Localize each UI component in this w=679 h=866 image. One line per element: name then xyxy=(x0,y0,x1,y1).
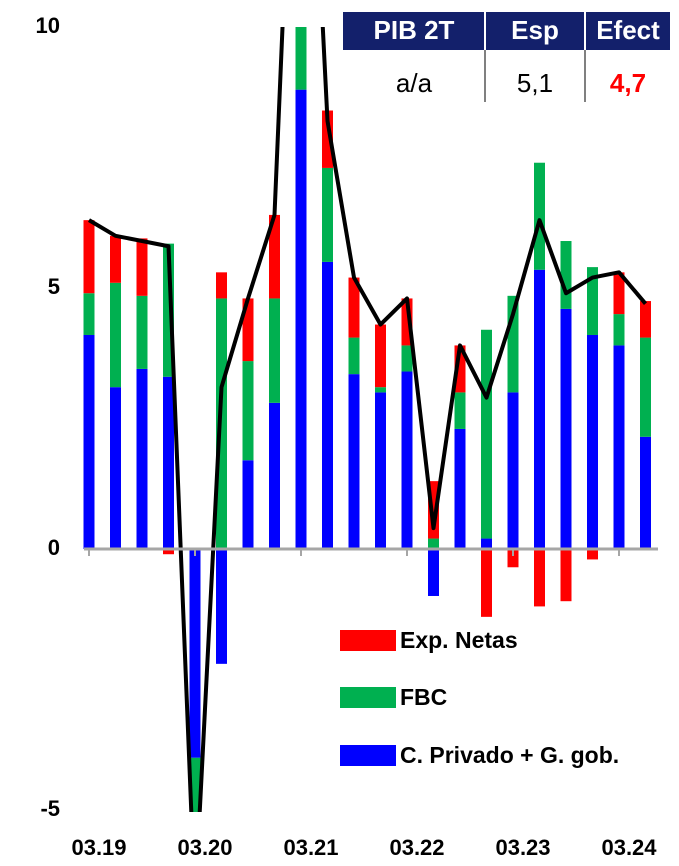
x-tick-label: 03.21 xyxy=(283,835,338,860)
bar-segment xyxy=(375,324,386,388)
bar-segment xyxy=(481,329,492,539)
bar-segment xyxy=(295,89,307,549)
bar-segment xyxy=(401,345,413,372)
total-line xyxy=(87,27,648,812)
bar-segment xyxy=(507,392,519,549)
legend-swatch xyxy=(340,745,396,766)
bar-segment xyxy=(269,298,280,403)
table-cell: 5,1 xyxy=(517,68,553,98)
bar-segment xyxy=(481,538,492,549)
bar-segment xyxy=(322,261,333,549)
bar-segment xyxy=(534,549,545,607)
bar-segment xyxy=(560,241,572,309)
bar-segment xyxy=(454,428,466,549)
bar-segment xyxy=(613,314,625,346)
bar-segment xyxy=(163,549,174,555)
bar-segment xyxy=(534,269,545,549)
y-tick-label: -5 xyxy=(40,796,60,821)
table-cell: a/a xyxy=(396,68,433,98)
bar-segment xyxy=(269,214,280,299)
bar-segment xyxy=(454,392,466,429)
y-tick-label: 5 xyxy=(48,274,60,299)
x-tick-label: 03.22 xyxy=(389,835,444,860)
bar-segment xyxy=(110,387,121,549)
bar-segment xyxy=(428,481,439,539)
x-tick-label: 03.23 xyxy=(495,835,550,860)
bar-segment xyxy=(83,293,95,335)
bar-segment xyxy=(640,337,651,437)
bar-segment xyxy=(401,298,413,346)
legend-label: FBC xyxy=(400,684,448,710)
bar-segment xyxy=(560,549,572,602)
bar-segment xyxy=(295,27,307,90)
bar-segment xyxy=(216,272,227,299)
bar-segment xyxy=(428,538,439,549)
bar-segment xyxy=(401,371,413,549)
bar-segment xyxy=(110,282,121,388)
legend-label: Exp. Netas xyxy=(400,627,518,653)
legend-swatch xyxy=(340,687,396,708)
bar-segment xyxy=(136,295,148,369)
bar-segment xyxy=(375,387,386,393)
bar-segment xyxy=(587,549,598,560)
bar-segment xyxy=(348,277,360,338)
plot-area xyxy=(83,27,651,866)
legend-label: C. Privado + G. gob. xyxy=(400,742,620,768)
y-tick-label: 0 xyxy=(48,535,60,560)
bar-segment xyxy=(136,238,148,296)
bar-segment xyxy=(481,549,492,617)
bar-segment xyxy=(163,376,174,549)
table-header: Esp xyxy=(511,15,559,45)
table-header-bg xyxy=(343,12,670,50)
x-tick-label: 03.20 xyxy=(177,835,232,860)
bar-segment xyxy=(190,862,201,866)
x-tick-label: 03.19 xyxy=(71,835,126,860)
bar-segment xyxy=(322,167,333,262)
bar-segment xyxy=(507,549,519,568)
bar-segment xyxy=(163,243,174,377)
bar-segment xyxy=(189,757,201,812)
bar-segment xyxy=(613,345,625,549)
bar-segment xyxy=(640,436,651,549)
bar-segment xyxy=(375,392,386,549)
bar-segment xyxy=(534,162,545,270)
bar-segment xyxy=(83,334,95,549)
bar-segment xyxy=(136,368,148,549)
bar-segment xyxy=(587,334,598,549)
x-tick-label: 03.24 xyxy=(601,835,657,860)
table-header: PIB 2T xyxy=(374,15,455,45)
table-header: Efect xyxy=(596,15,660,45)
table-cell: 4,7 xyxy=(610,68,646,98)
bar-segment xyxy=(348,374,360,549)
y-tick-label: 10 xyxy=(36,13,60,38)
bar-segment xyxy=(613,272,625,315)
bar-segment xyxy=(189,549,201,758)
bar-segment xyxy=(322,110,333,168)
bar-segment xyxy=(269,402,280,549)
bar-segment xyxy=(507,295,519,393)
bar-segment xyxy=(587,267,598,335)
bar-segment xyxy=(560,308,572,549)
bar-segment xyxy=(454,345,466,393)
bar-segment xyxy=(83,220,95,294)
bar-segment xyxy=(110,235,121,283)
bar-segment xyxy=(216,549,227,664)
bar-segment xyxy=(428,549,439,596)
bar-segment xyxy=(640,301,651,338)
legend-swatch xyxy=(340,630,396,651)
bar-segment xyxy=(242,361,254,461)
bar-segment xyxy=(348,337,360,375)
bar-segment xyxy=(242,298,254,362)
bar-segment xyxy=(242,460,254,549)
